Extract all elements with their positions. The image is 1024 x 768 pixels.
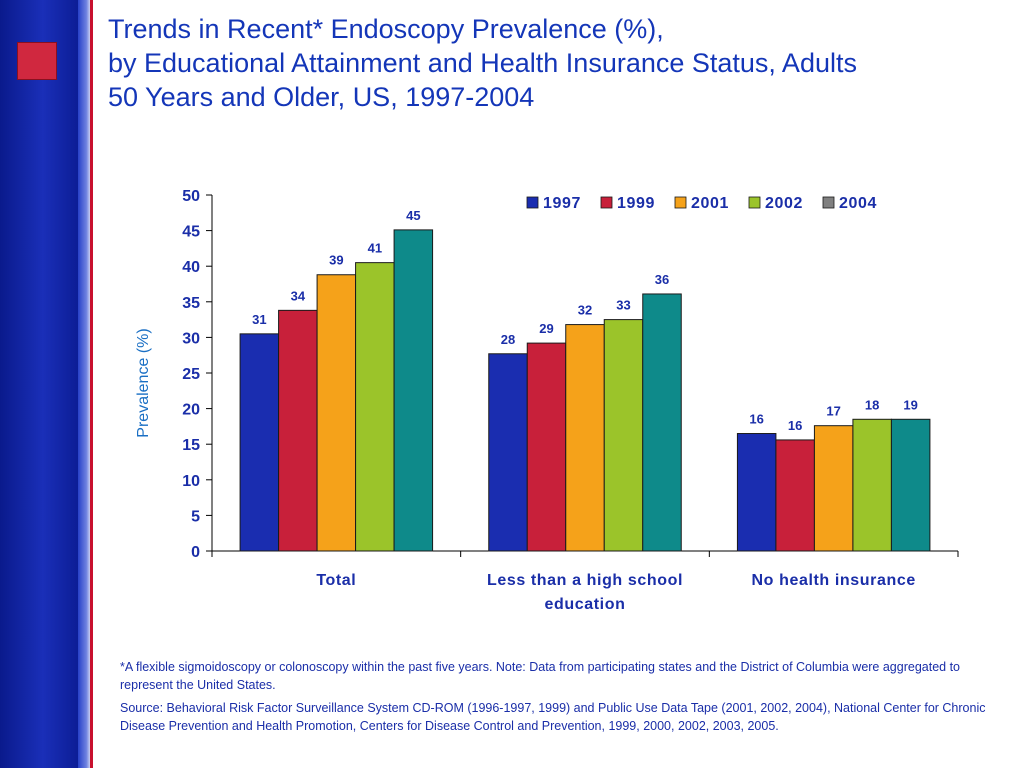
bar (736, 433, 777, 552)
legend-swatch (600, 196, 613, 209)
footnotes: *A flexible sigmoidoscopy or colonoscopy… (120, 658, 990, 740)
legend-swatch (526, 196, 539, 209)
data-label: 32 (578, 303, 592, 318)
x-category-label: Less than a high school (487, 572, 683, 589)
bar (565, 324, 605, 552)
y-tick-label: 45 (182, 224, 200, 241)
data-label: 31 (252, 312, 266, 327)
bar (488, 353, 528, 552)
legend-swatch (748, 196, 761, 209)
left-decorative-band (0, 0, 78, 768)
data-label: 17 (826, 404, 840, 419)
source-text: Source: Behavioral Risk Factor Surveilla… (120, 701, 986, 733)
bar (316, 274, 357, 552)
legend-label: 2001 (691, 195, 729, 212)
legend-swatch (822, 196, 835, 209)
bar-chart: 0 5 10 15 20 25 30 35 40 45 50 Prevalence (%) 31 34 39… (135, 188, 959, 613)
left-band-gradient-edge (78, 0, 90, 768)
bar (603, 319, 644, 552)
y-axis-title: Prevalence (%) (135, 328, 152, 437)
bar (890, 418, 931, 552)
y-tick-label: 15 (182, 437, 200, 454)
footnote-text: *A flexible sigmoidoscopy or colonoscopy… (120, 660, 961, 692)
red-divider-line (90, 0, 93, 768)
title-line-3: 50 Years and Older, US, 1997-2004 (108, 82, 535, 112)
y-tick-label: 35 (182, 295, 200, 312)
title-line-2: by Educational Attainment and Health Ins… (108, 48, 857, 78)
data-label: 29 (539, 321, 553, 336)
data-label: 34 (291, 288, 306, 303)
red-square-icon (17, 42, 57, 80)
y-tick-label: 5 (191, 508, 200, 525)
x-category-label: No health insurance (752, 572, 916, 589)
legend-label: 1997 (543, 195, 581, 212)
data-label: 16 (788, 418, 802, 433)
bar (775, 439, 815, 552)
y-tick-label: 10 (182, 473, 200, 490)
y-tick-label: 50 (182, 188, 200, 205)
data-label: 28 (501, 332, 515, 347)
legend-label: 2004 (839, 195, 877, 212)
bar (239, 333, 280, 552)
bar (642, 293, 682, 552)
y-tick-label: 0 (191, 544, 200, 561)
x-category-label: education (545, 596, 626, 613)
legend-swatch (674, 196, 687, 209)
data-label: 18 (865, 397, 879, 412)
data-label: 41 (368, 241, 382, 256)
y-tick-label: 25 (182, 366, 200, 383)
title-line-1: Trends in Recent* Endoscopy Prevalence (… (108, 14, 664, 44)
data-label: 39 (329, 253, 343, 268)
data-label: 45 (406, 208, 420, 223)
x-category-label: Total (316, 572, 356, 589)
data-label: 16 (749, 412, 763, 427)
bar (355, 262, 395, 552)
legend-label: 1999 (617, 195, 655, 212)
y-tick-label: 40 (182, 259, 200, 276)
data-label: 33 (616, 298, 630, 313)
y-tick-label: 20 (182, 402, 200, 419)
bar (526, 342, 567, 552)
data-label: 36 (655, 272, 669, 287)
bar (393, 229, 434, 552)
legend-label: 2002 (765, 195, 803, 212)
bar (852, 418, 892, 552)
data-label: 19 (903, 397, 917, 412)
bar (813, 425, 854, 552)
y-tick-label: 30 (182, 330, 200, 347)
slide-title: Trends in Recent* Endoscopy Prevalence (… (108, 12, 1008, 114)
bar (278, 309, 318, 552)
